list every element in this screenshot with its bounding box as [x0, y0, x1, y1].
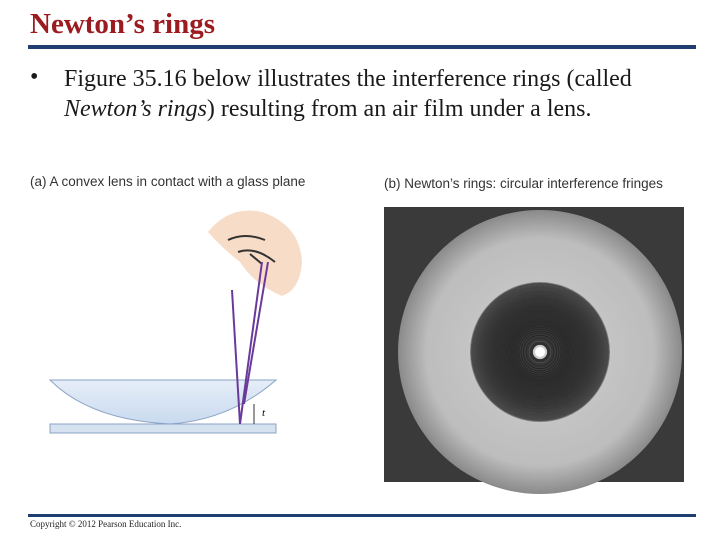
- ring: [518, 330, 562, 374]
- rings: [470, 282, 610, 422]
- ring: [471, 283, 609, 421]
- title-rule: [28, 45, 696, 49]
- eye-skin: [208, 210, 302, 296]
- ring: [470, 282, 610, 422]
- text: ) resulting from an air film under a len…: [206, 96, 592, 122]
- ring: [525, 337, 555, 367]
- ring: [474, 286, 606, 418]
- ring: [481, 293, 599, 411]
- ring: [477, 289, 603, 415]
- glass-plane: [49, 423, 277, 434]
- ring: [479, 291, 601, 413]
- ring: [480, 292, 600, 412]
- emphasis: Newton’s rings: [64, 96, 207, 122]
- caption-a: (a) A convex lens in contact with a glas…: [30, 174, 306, 189]
- ring: [516, 328, 564, 376]
- ring: [477, 289, 603, 415]
- rays: [231, 261, 269, 425]
- ring: [484, 296, 596, 408]
- ring: [483, 295, 597, 409]
- bullet-text: Figure 35.16 below illustrates the inter…: [64, 64, 664, 124]
- eye: [227, 235, 276, 265]
- ring: [472, 284, 608, 420]
- caption-b: (b) Newton’s rings: circular interferenc…: [384, 176, 663, 191]
- ring: [529, 341, 551, 363]
- ring: [470, 282, 610, 422]
- footer-rule: [28, 514, 696, 517]
- ring: [522, 334, 558, 370]
- bullet-mark: •: [30, 64, 39, 90]
- ring: [471, 283, 609, 421]
- ring: [473, 285, 607, 419]
- ring: [472, 284, 608, 420]
- ring: [476, 288, 604, 416]
- ring: [478, 290, 602, 414]
- ring: [479, 291, 601, 413]
- thickness-label: t: [262, 407, 266, 419]
- ring: [475, 287, 605, 417]
- ring: [476, 288, 604, 416]
- text: Figure 35.16 below illustrates the inter…: [64, 66, 632, 92]
- ring: [514, 326, 566, 378]
- ring: [520, 332, 560, 372]
- center-spot: [535, 347, 545, 357]
- ring: [482, 294, 598, 410]
- slide-title: Newton’s rings: [30, 8, 216, 40]
- ring: [474, 286, 606, 418]
- ring: [482, 294, 598, 410]
- copyright: Copyright © 2012 Pearson Education Inc.: [30, 519, 182, 529]
